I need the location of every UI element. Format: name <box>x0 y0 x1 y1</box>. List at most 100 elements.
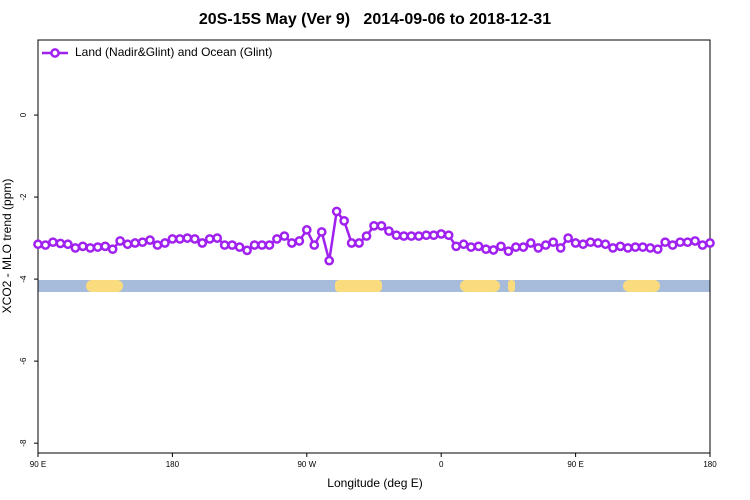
data-point <box>518 242 529 252</box>
data-point <box>690 236 700 246</box>
land-band <box>508 280 515 292</box>
data-point <box>697 240 708 250</box>
x-tick-label: 180 <box>703 460 717 469</box>
y-axis-label: XCO2 - MLO trend (ppm) <box>0 179 14 314</box>
data-point <box>540 240 551 250</box>
data-point <box>249 240 260 250</box>
x-tick-label: 0 <box>439 460 444 469</box>
data-point <box>40 240 51 250</box>
data-point <box>167 234 178 244</box>
data-point <box>563 233 573 243</box>
data-point <box>92 242 103 252</box>
data-point <box>608 243 618 253</box>
data-point <box>152 240 163 250</box>
data-point <box>630 242 641 252</box>
data-point <box>309 240 320 250</box>
data-point <box>324 255 335 266</box>
data-point <box>436 229 447 239</box>
data-point <box>160 238 170 248</box>
data-point <box>511 242 521 252</box>
legend-marker <box>50 48 60 58</box>
surface-band <box>38 280 710 292</box>
data-point <box>473 241 484 252</box>
data-point <box>496 241 506 252</box>
data-point <box>548 237 559 248</box>
y-tick-label: -8 <box>19 439 28 447</box>
data-point <box>48 237 58 248</box>
data-point <box>219 240 230 250</box>
data-point <box>234 242 245 252</box>
data-point <box>130 238 140 248</box>
data-point <box>354 238 364 248</box>
data-point <box>428 230 439 241</box>
data-point <box>137 237 148 248</box>
data-point <box>107 244 118 255</box>
x-axis-label: Longitude (deg E) <box>327 476 422 490</box>
data-point <box>369 220 379 231</box>
data-point <box>55 238 66 249</box>
x-tick-label: 90 E <box>30 460 46 469</box>
data-point <box>578 239 588 250</box>
y-tick-label: -2 <box>19 193 28 201</box>
data-point <box>645 243 656 253</box>
data-point <box>316 227 327 237</box>
data-point <box>376 220 387 231</box>
data-point <box>145 235 155 245</box>
data-point <box>525 238 536 248</box>
data-point <box>63 239 73 250</box>
data-point <box>705 238 715 248</box>
data-point <box>481 244 491 255</box>
land-band <box>86 280 123 292</box>
land-band <box>623 280 660 292</box>
data-point <box>189 234 200 244</box>
data-point <box>585 237 596 248</box>
data-point <box>421 230 432 241</box>
data-point <box>675 237 685 248</box>
data-point <box>637 242 648 252</box>
data-point <box>652 244 663 255</box>
data-point <box>301 225 312 235</box>
data-point <box>533 243 544 253</box>
data-point <box>197 238 208 248</box>
data-point <box>406 231 417 241</box>
data-point <box>272 234 282 244</box>
data-point <box>242 245 252 256</box>
data-point <box>294 236 305 246</box>
x-tick-label: 90 E <box>567 460 583 469</box>
data-point <box>212 233 223 243</box>
data-point <box>122 239 133 250</box>
data-point <box>182 233 193 243</box>
data-point <box>287 238 297 248</box>
data-point <box>570 238 581 248</box>
data-point <box>466 242 476 252</box>
data-point <box>346 238 357 248</box>
data-point <box>458 239 469 250</box>
y-tick-label: -6 <box>19 357 28 365</box>
data-point <box>100 241 111 252</box>
data-point <box>70 243 81 253</box>
legend-label: Land (Nadir&Glint) and Ocean (Glint) <box>75 45 272 59</box>
chart-title: 20S-15S May (Ver 9) 2014-09-06 to 2018-1… <box>199 11 551 28</box>
y-tick-label: 0 <box>19 112 28 117</box>
data-point <box>175 234 185 244</box>
data-point <box>615 241 626 252</box>
data-point <box>391 230 402 241</box>
data-point <box>623 243 633 253</box>
data-point <box>204 234 215 244</box>
data-point <box>257 240 267 250</box>
data-point <box>593 238 603 248</box>
data-point <box>488 245 499 255</box>
data-point <box>33 239 43 250</box>
data-point <box>413 231 424 241</box>
data-point <box>85 243 96 253</box>
data-point <box>600 239 611 250</box>
data-point <box>667 240 678 250</box>
data-point <box>443 230 454 241</box>
data-point <box>339 216 349 226</box>
data-point <box>331 206 342 217</box>
x-tick-label: 180 <box>166 460 180 469</box>
data-point <box>279 231 290 241</box>
x-tick-label: 90 W <box>297 460 316 469</box>
data-point <box>227 240 237 250</box>
